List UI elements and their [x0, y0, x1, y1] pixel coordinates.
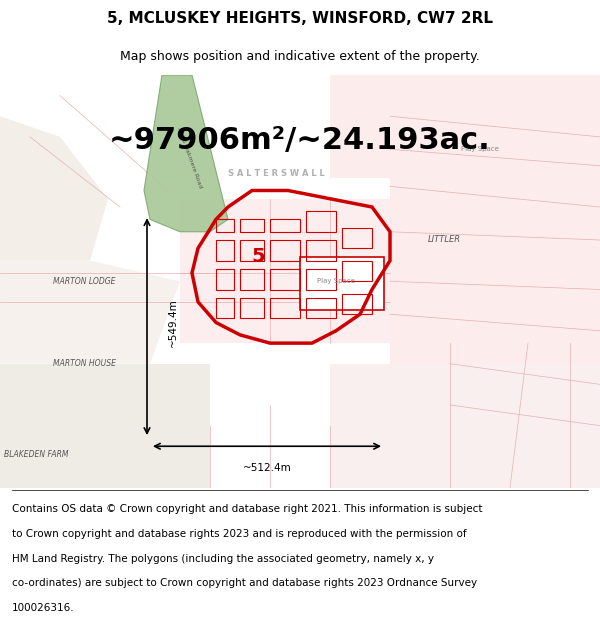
Polygon shape — [300, 256, 384, 310]
Polygon shape — [330, 364, 600, 488]
Text: 100026316.: 100026316. — [12, 603, 74, 613]
Text: Play Space: Play Space — [317, 278, 355, 284]
Polygon shape — [330, 75, 600, 178]
Text: Contains OS data © Crown copyright and database right 2021. This information is : Contains OS data © Crown copyright and d… — [12, 504, 482, 514]
Text: 5: 5 — [251, 247, 265, 266]
Text: A556 Oakmere Road: A556 Oakmere Road — [176, 126, 202, 189]
Text: ~549.4m: ~549.4m — [168, 298, 178, 347]
Text: BLAKEDEN FARM: BLAKEDEN FARM — [4, 450, 68, 459]
Polygon shape — [180, 199, 390, 343]
Text: Map shows position and indicative extent of the property.: Map shows position and indicative extent… — [120, 50, 480, 62]
Text: ~97906m²/~24.193ac.: ~97906m²/~24.193ac. — [109, 126, 491, 156]
Polygon shape — [0, 116, 108, 261]
Text: MARTON LODGE: MARTON LODGE — [53, 277, 115, 286]
Text: 5, MCLUSKEY HEIGHTS, WINSFORD, CW7 2RL: 5, MCLUSKEY HEIGHTS, WINSFORD, CW7 2RL — [107, 11, 493, 26]
Text: S A L T E R S W A L L: S A L T E R S W A L L — [227, 169, 325, 179]
Polygon shape — [0, 364, 210, 488]
Polygon shape — [144, 75, 228, 232]
Polygon shape — [390, 178, 600, 364]
Text: LITTLER: LITTLER — [427, 236, 461, 244]
Text: MARTON HOUSE: MARTON HOUSE — [53, 359, 116, 368]
Text: to Crown copyright and database rights 2023 and is reproduced with the permissio: to Crown copyright and database rights 2… — [12, 529, 467, 539]
Text: HM Land Registry. The polygons (including the associated geometry, namely x, y: HM Land Registry. The polygons (includin… — [12, 554, 434, 564]
Text: co-ordinates) are subject to Crown copyright and database rights 2023 Ordnance S: co-ordinates) are subject to Crown copyr… — [12, 578, 477, 588]
Text: Play Space: Play Space — [461, 146, 499, 152]
Text: ~512.4m: ~512.4m — [242, 462, 292, 472]
Polygon shape — [0, 261, 180, 364]
